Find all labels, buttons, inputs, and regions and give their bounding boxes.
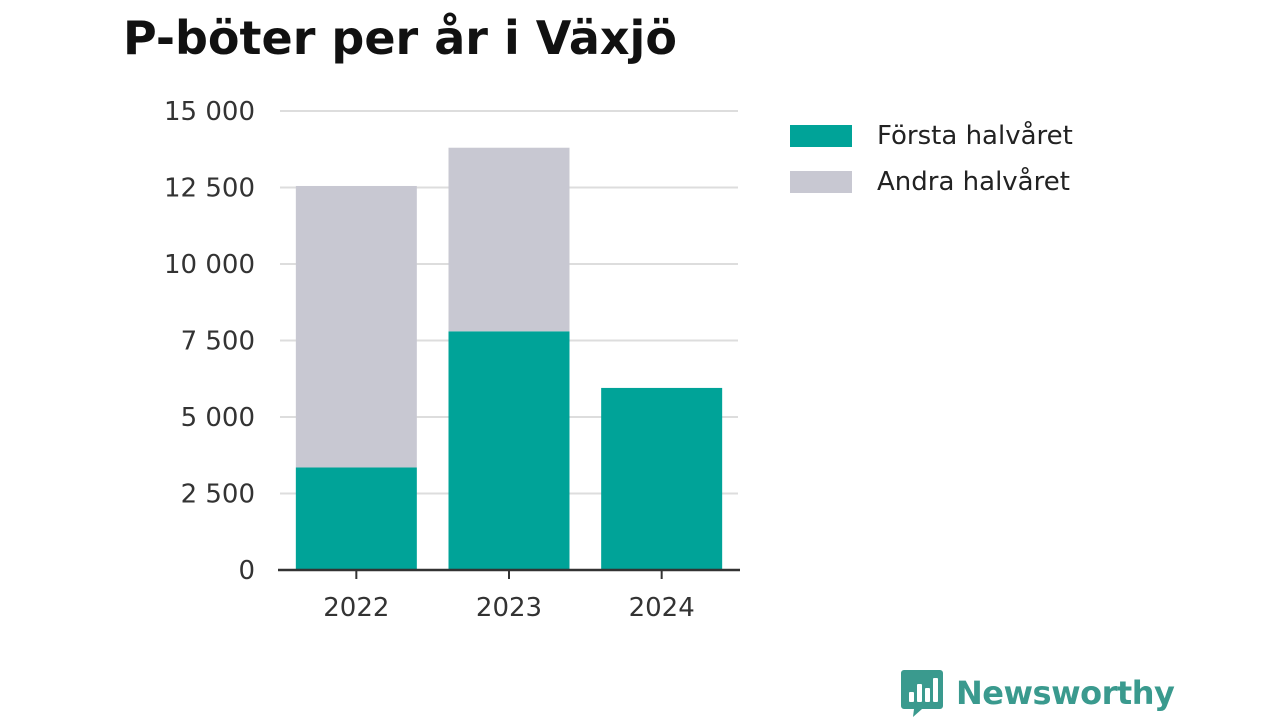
y-tick-label: 5 000 — [181, 403, 255, 433]
bar-2022 — [295, 185, 417, 468]
legend-label-second-half: Andra halvåret — [877, 167, 1070, 197]
y-tick-label: 2 500 — [181, 480, 255, 510]
x-tick-label: 2024 — [629, 593, 695, 623]
x-tick-label: 2023 — [476, 593, 542, 623]
bar-2023 — [448, 331, 570, 570]
x-tick-label: 2022 — [323, 593, 389, 623]
legend: Första halvåret Andra halvåret — [790, 113, 1073, 205]
bars — [295, 147, 723, 570]
newsworthy-logo: Newsworthy — [900, 668, 1175, 718]
logo-text: Newsworthy — [956, 674, 1175, 712]
chart-title: P-böter per år i Växjö — [123, 11, 677, 65]
bar-2024 — [601, 387, 723, 570]
legend-label-first-half: Första halvåret — [877, 121, 1073, 151]
bar-chart-speech-bubble-icon — [901, 670, 943, 717]
legend-swatch-first-half — [790, 125, 852, 147]
legend-swatch-second-half — [790, 171, 852, 193]
bar-2023 — [448, 147, 570, 332]
y-tick-label: 0 — [238, 556, 255, 586]
legend-item-second-half: Andra halvåret — [790, 159, 1073, 205]
y-tick-label: 15 000 — [164, 97, 255, 127]
axes: 0 2 500 5 000 7 500 10 000 12 500 15 000 2022 20… — [164, 97, 740, 623]
bar-2022 — [295, 467, 417, 570]
y-tick-label: 12 500 — [164, 174, 255, 204]
y-tick-label: 10 000 — [164, 250, 255, 280]
legend-item-first-half: Första halvåret — [790, 113, 1073, 159]
y-tick-label: 7 500 — [181, 327, 255, 357]
